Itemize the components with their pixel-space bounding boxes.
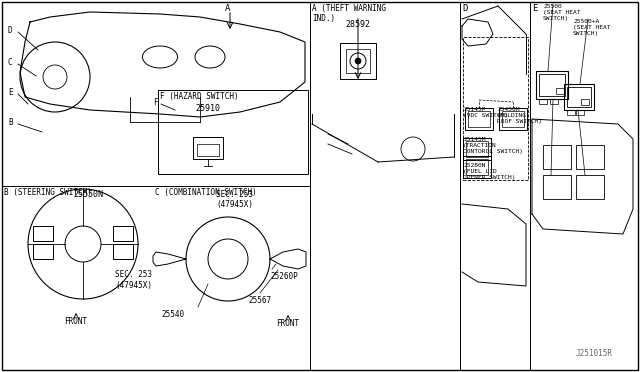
Bar [463, 138, 491, 160]
Text: A: A [225, 4, 230, 13]
Bar [567, 110, 575, 115]
Bar [581, 99, 589, 105]
Bar [465, 108, 493, 130]
Bar [113, 226, 133, 241]
Bar [466, 141, 488, 157]
Text: FRONT: FRONT [65, 317, 88, 326]
Bar [197, 144, 219, 156]
Text: 25550N: 25550N [73, 190, 103, 199]
Text: B (STEERING SWITCH): B (STEERING SWITCH) [4, 188, 92, 197]
Bar [113, 244, 133, 259]
Text: F: F [153, 97, 157, 106]
Bar [564, 84, 594, 110]
Bar [346, 49, 370, 73]
Text: 25500
(SEAT HEAT
SWITCH): 25500 (SEAT HEAT SWITCH) [543, 4, 580, 20]
Text: 25540: 25540 [161, 310, 184, 319]
Text: E: E [532, 4, 538, 13]
Circle shape [355, 58, 361, 64]
Bar [576, 145, 604, 169]
Text: D: D [8, 26, 13, 35]
Bar [543, 145, 571, 169]
Bar [158, 90, 308, 174]
Text: B: B [8, 118, 13, 126]
Text: F (HAZARD SWITCH): F (HAZARD SWITCH) [160, 92, 239, 101]
Text: D: D [462, 4, 467, 13]
Bar [463, 37, 528, 180]
Bar [576, 175, 604, 199]
Bar [543, 175, 571, 199]
Bar [340, 43, 376, 79]
Bar [536, 71, 568, 99]
Bar [463, 156, 491, 178]
Text: 25567: 25567 [248, 296, 271, 305]
Text: FRONT: FRONT [276, 319, 300, 328]
Bar [193, 137, 223, 159]
Bar [33, 244, 53, 259]
Text: 25910: 25910 [195, 104, 221, 113]
Text: C: C [8, 58, 13, 67]
Text: 25280N
(FUEL LID
OPENER SWITCH): 25280N (FUEL LID OPENER SWITCH) [463, 163, 515, 180]
Text: 25145M
(TRACTION
CONTOROL SWITCH): 25145M (TRACTION CONTOROL SWITCH) [463, 137, 523, 154]
Bar [466, 159, 488, 175]
Text: 25450M
(FOLDING
ROOF SWITCH): 25450M (FOLDING ROOF SWITCH) [497, 107, 542, 124]
Bar [502, 111, 524, 127]
Text: J251015R: J251015R [576, 349, 613, 358]
Bar [556, 88, 564, 94]
Bar [499, 108, 527, 130]
Text: SEC. 253
(47945X): SEC. 253 (47945X) [115, 270, 152, 290]
Text: 28592: 28592 [346, 20, 371, 29]
Text: A (THEFT WARNING
IND.): A (THEFT WARNING IND.) [312, 4, 386, 23]
Text: C (COMBINATION SWITCH): C (COMBINATION SWITCH) [155, 188, 257, 197]
Bar [550, 99, 558, 104]
Bar [539, 99, 547, 104]
Bar [576, 110, 584, 115]
Bar [33, 226, 53, 241]
Text: 25145P
(VDC SWITCH): 25145P (VDC SWITCH) [463, 107, 508, 118]
Bar [468, 111, 490, 127]
Text: E: E [8, 87, 13, 96]
Text: 25500+A
(SEAT HEAT
SWITCH): 25500+A (SEAT HEAT SWITCH) [573, 19, 611, 36]
Text: SEC. 253
(47945X): SEC. 253 (47945X) [216, 190, 253, 209]
Bar [567, 87, 591, 107]
Bar [539, 74, 565, 96]
Text: 25260P: 25260P [270, 272, 298, 281]
